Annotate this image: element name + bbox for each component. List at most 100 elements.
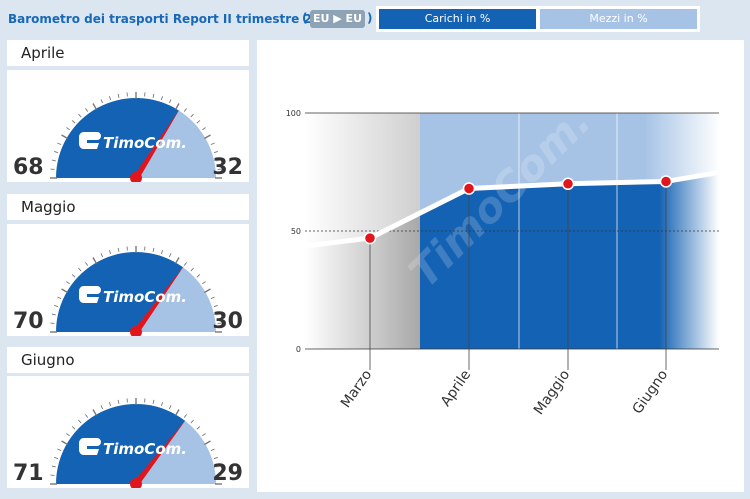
month-header-2: Maggio	[7, 194, 249, 220]
gauge-tick	[168, 405, 172, 410]
gauge-tick	[216, 465, 221, 468]
gauge-tick	[168, 99, 172, 104]
route-badge: EU ▶ EU	[310, 10, 365, 28]
month-header-1: Aprile	[7, 40, 249, 66]
gauge-tick	[204, 288, 211, 294]
gauge-tick	[61, 288, 68, 294]
gauge-needle-hub	[130, 478, 142, 488]
timocom-logo: TimoCom.	[78, 438, 187, 458]
month-label: Maggio	[21, 198, 76, 216]
tab-group: Carichi in % Mezzi in %	[376, 6, 700, 32]
gauge-tick	[61, 440, 68, 446]
gauge-tick	[216, 159, 221, 162]
loads-value: 71	[13, 461, 44, 486]
gauge-tick	[183, 108, 187, 112]
gauge-card-3: TimoCom. 71 29	[7, 376, 249, 488]
gauge-tick	[54, 304, 59, 308]
gauge-tick	[183, 262, 187, 266]
data-point	[462, 182, 476, 195]
gauge: TimoCom. 71 29	[13, 398, 243, 488]
x-tick-label: Giugno	[630, 367, 672, 417]
gauge-tick	[196, 426, 201, 430]
timocom-logo: TimoCom.	[78, 132, 187, 152]
data-point	[659, 175, 673, 188]
timocom-logo: TimoCom.	[78, 286, 187, 306]
data-point	[561, 177, 575, 191]
gauge-tick	[202, 127, 206, 131]
header-bar: Barometro dei trasporti Report II trimes…	[0, 0, 750, 38]
gauge-needle-hub	[130, 172, 142, 182]
month-label: Giugno	[21, 351, 75, 369]
gauge-tick	[71, 120, 76, 124]
x-tick-label: Aprile	[438, 367, 474, 409]
logo-text: TimoCom.	[103, 134, 187, 152]
gauge-tick	[152, 247, 155, 252]
tab-trucks[interactable]: Mezzi in %	[540, 9, 697, 29]
gauge-needle	[133, 108, 180, 180]
data-point	[363, 231, 377, 245]
gauge-tick	[85, 262, 89, 266]
gauge-tick	[117, 399, 120, 404]
x-tick-label: Marzo	[338, 367, 375, 411]
gauge-tick	[210, 448, 215, 452]
gauge-needle-hub	[130, 326, 142, 336]
month-header-3: Giugno	[7, 347, 249, 373]
gauge-tick	[196, 120, 201, 124]
gauge: TimoCom. 68 32	[13, 92, 243, 182]
gauge-tick	[210, 296, 215, 300]
gauge-tick	[202, 433, 206, 437]
gauge-tick	[174, 409, 180, 416]
gauge-tick	[100, 99, 104, 104]
tab-loads[interactable]: Carichi in %	[379, 9, 536, 29]
gauge-tick	[78, 113, 82, 118]
line-chart: TimoCom. 0 50 100 Marzo Aprile Maggio Giugno	[257, 40, 744, 492]
x-tick-label: Maggio	[531, 367, 573, 418]
loads-value: 70	[13, 309, 44, 334]
gauge-tick	[57, 142, 62, 146]
gauge-tick	[204, 134, 211, 140]
gauge-tick	[190, 419, 194, 424]
gauge-tick	[54, 456, 59, 460]
gauge-tick	[71, 426, 76, 430]
gauge-tick	[92, 257, 98, 264]
logo-mark-icon	[78, 438, 101, 455]
loads-value: 68	[13, 155, 44, 180]
gauge-card-1: TimoCom. 68 32	[7, 70, 249, 182]
gauge-tick	[85, 108, 89, 112]
paren-open: (	[302, 11, 308, 25]
gauge-tick	[117, 93, 120, 98]
logo-mark-icon	[78, 132, 101, 149]
gauge-tick	[174, 103, 180, 110]
gauge-tick	[51, 313, 56, 316]
trucks-value: 29	[212, 461, 243, 486]
logo-text: TimoCom.	[103, 288, 187, 306]
gauge-tick	[61, 134, 68, 140]
gauge-needle	[133, 419, 187, 486]
gauge-tick	[160, 250, 164, 255]
gauge-tick	[190, 267, 194, 272]
gauge-tick	[92, 103, 98, 110]
gauge-tick	[54, 150, 59, 154]
gauge-tick	[213, 150, 218, 154]
gauge-loads-sector	[56, 404, 186, 484]
gauge-tick	[78, 419, 82, 424]
gauge-tick	[216, 313, 221, 316]
gauge-tick	[117, 247, 120, 252]
march-area	[305, 213, 420, 349]
gauge-trucks-sector	[136, 420, 216, 484]
gauge-tick	[51, 159, 56, 162]
gauge-card-2: TimoCom. 70 30	[7, 224, 249, 336]
gauge-tick	[190, 113, 194, 118]
gauge-tick	[100, 405, 104, 410]
quarter-area	[420, 172, 719, 349]
gauge-tick	[100, 253, 104, 258]
y-tick-label: 100	[286, 109, 301, 118]
logo-mark-icon	[78, 286, 101, 303]
gauge-tick	[174, 257, 180, 264]
gauge-tick	[71, 274, 76, 278]
gauge-tick	[213, 304, 218, 308]
gauge-tick	[183, 414, 187, 418]
month-label: Aprile	[21, 44, 65, 62]
gauge-loads-sector	[56, 251, 184, 332]
